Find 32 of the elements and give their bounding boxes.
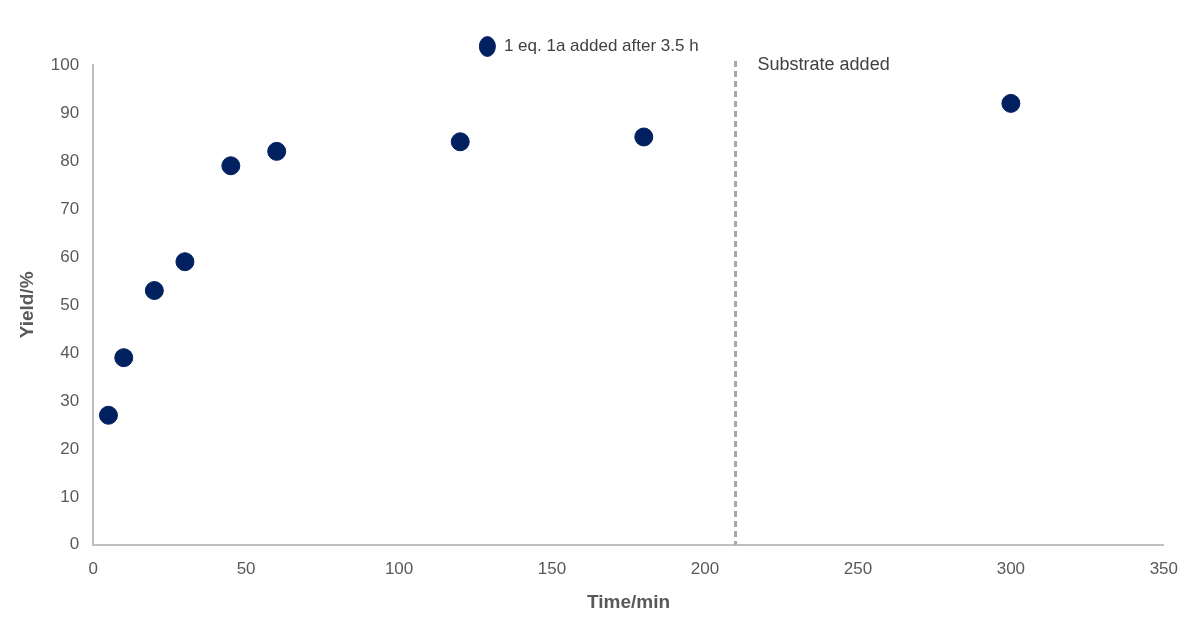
x-tick-label: 50 xyxy=(236,558,256,578)
y-tick-label: 60 xyxy=(60,246,80,266)
x-axis-title: Time/min xyxy=(586,590,671,612)
point xyxy=(175,252,195,272)
point xyxy=(450,132,470,152)
point xyxy=(267,141,287,161)
point xyxy=(114,348,134,368)
point xyxy=(144,281,164,301)
y-tick-label: 100 xyxy=(50,54,80,74)
y-tick-label: 50 xyxy=(60,294,80,314)
x-tick-label: 0 xyxy=(88,558,98,578)
y-tick-label: 90 xyxy=(60,102,80,122)
y-tick-label: 10 xyxy=(60,486,80,506)
x-tick-label: 200 xyxy=(690,558,720,578)
y-tick-label: 80 xyxy=(60,150,80,170)
y-tick-label: 20 xyxy=(60,438,80,458)
point xyxy=(98,405,118,425)
point xyxy=(1001,93,1021,113)
legend-label: 1 eq. 1a added after 3.5 h xyxy=(503,36,699,56)
x-tick-label: 350 xyxy=(1149,558,1179,578)
x-tick-label: 100 xyxy=(384,558,414,578)
x-tick-label: 300 xyxy=(996,558,1026,578)
point xyxy=(221,156,241,176)
y-tick-label: 40 xyxy=(60,342,80,362)
y-tick-label: 70 xyxy=(60,198,80,218)
y-tick-label: 30 xyxy=(60,390,80,410)
y-tick-label: 0 xyxy=(69,534,80,554)
x-tick-label: 150 xyxy=(537,558,567,578)
point xyxy=(634,127,654,147)
y-axis-title: Yield/% xyxy=(15,271,37,339)
x-tick-label: 250 xyxy=(843,558,873,578)
ref-line-label: Substrate added xyxy=(757,53,890,74)
